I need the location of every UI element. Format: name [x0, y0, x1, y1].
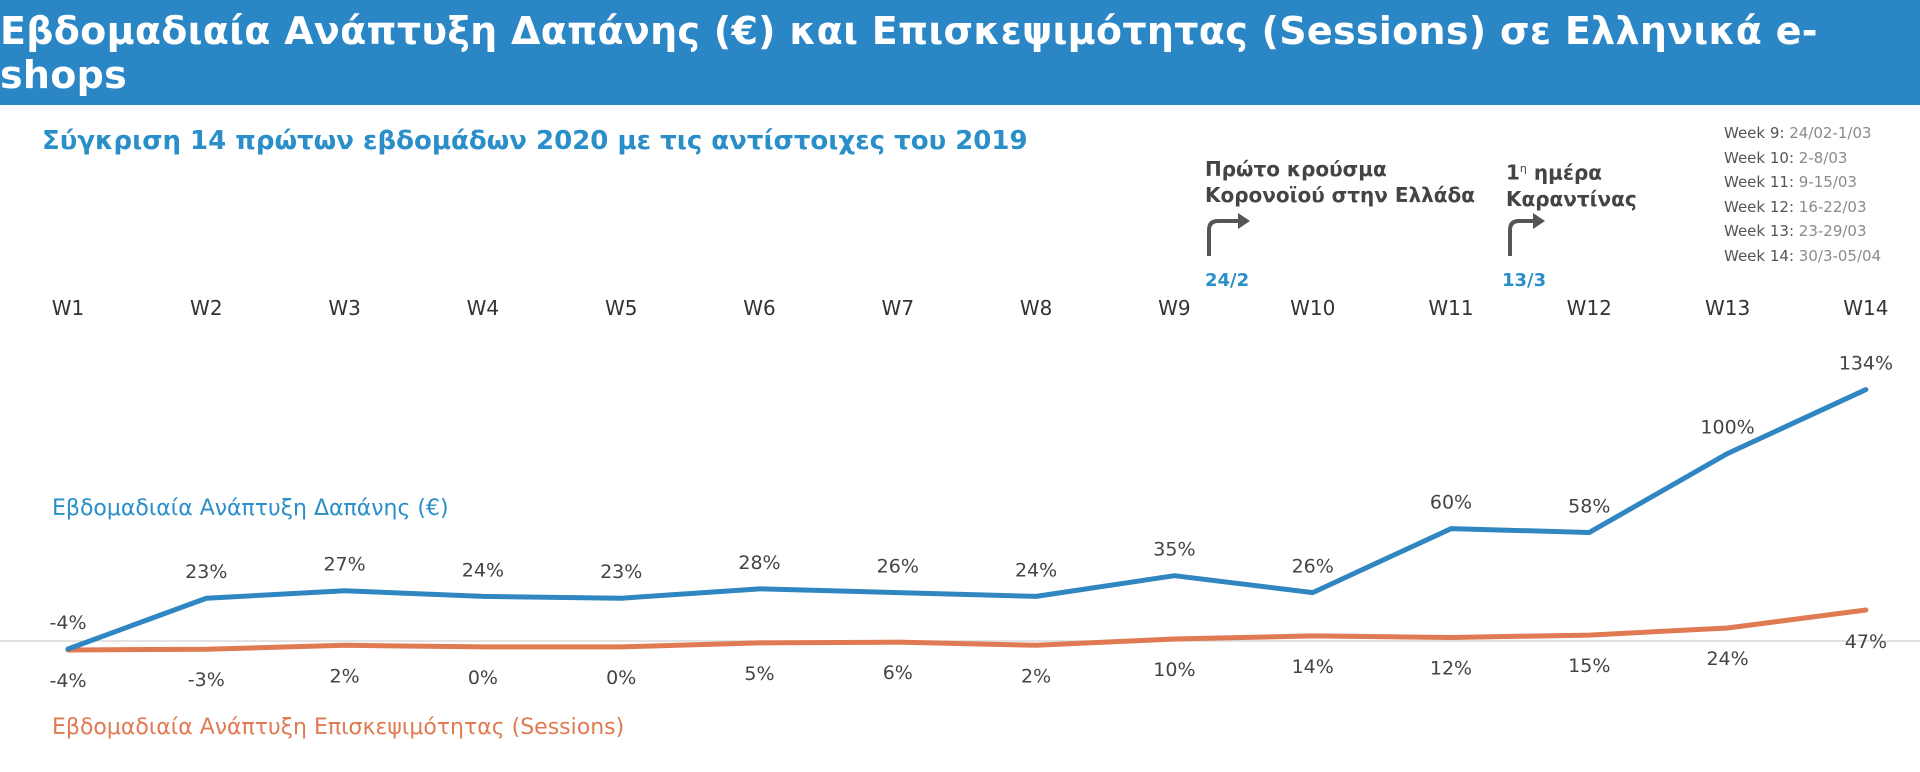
- data-label-sessions: 0%: [468, 667, 498, 689]
- x-tick-label: W11: [1428, 296, 1473, 320]
- event-first-case-date: 24/2: [1205, 270, 1250, 291]
- data-label-sessions: 5%: [744, 663, 774, 685]
- event-first-case: Πρώτο κρούσμα Κορονοϊού στην Ελλάδα: [1205, 156, 1475, 208]
- data-label-spend: 26%: [877, 556, 919, 578]
- data-label-sessions: -4%: [50, 670, 87, 692]
- chart-subtitle: Σύγκριση 14 πρώτων εβδομάδων 2020 με τις…: [42, 126, 1028, 156]
- data-label-spend: 27%: [323, 554, 365, 576]
- week-legend-item: Week 13: 23-29/03: [1724, 222, 1867, 240]
- event-first-case-line2: Κορονοϊού στην Ελλάδα: [1205, 183, 1476, 207]
- data-label-sessions: 2%: [330, 665, 360, 687]
- x-tick-label: W10: [1290, 296, 1335, 320]
- data-label-spend: 24%: [1015, 559, 1057, 581]
- x-tick-label: W13: [1705, 296, 1750, 320]
- x-tick-label: W7: [882, 296, 915, 320]
- data-label-sessions: -3%: [188, 669, 225, 691]
- event-marker-quarantine: [1508, 213, 1545, 256]
- event-quarantine-date: 13/3: [1502, 270, 1547, 291]
- week-legend-item: Week 12: 16-22/03: [1724, 197, 1867, 216]
- event-first-case-line1: Πρώτο κρούσμα: [1205, 157, 1387, 181]
- data-label-spend: 26%: [1292, 556, 1334, 578]
- series-line-spend: [65, 387, 1869, 652]
- event-quarantine-line2: Καραντίνας: [1506, 186, 1637, 211]
- turn-up-right-arrow-icon: [1508, 219, 1535, 256]
- event-quarantine-line1: 1η ημέρα: [1506, 160, 1603, 185]
- arrowhead-icon: [1238, 213, 1250, 229]
- x-tick-label: W9: [1158, 296, 1191, 320]
- data-label-sessions: 15%: [1568, 655, 1610, 677]
- series-label-spend: Εβδομαδιαία Ανάπτυξη Δαπάνης (€): [52, 496, 449, 521]
- data-label-sessions: 6%: [883, 662, 913, 684]
- data-label-spend: -4%: [50, 612, 87, 634]
- data-label-spend: 100%: [1700, 416, 1754, 438]
- week-legend-item: Week 11: 9-15/03: [1724, 173, 1857, 191]
- week-legend: Week 9: 24/02-1/03 Week 10: 2-8/03 Week …: [1724, 121, 1881, 268]
- x-tick-label: W8: [1020, 296, 1053, 320]
- data-label-sessions: 14%: [1292, 656, 1334, 678]
- data-label-spend: 23%: [600, 561, 642, 583]
- week-legend-item: Week 14: 30/3-05/04: [1724, 246, 1882, 265]
- data-label-spend: 60%: [1430, 492, 1472, 514]
- data-label-sessions: 10%: [1153, 659, 1195, 681]
- data-label-sessions: 24%: [1706, 648, 1748, 670]
- week-legend-item: Week 9: 24/02-1/03: [1724, 124, 1872, 142]
- data-label-sessions: 2%: [1021, 665, 1051, 687]
- data-label-sessions: 12%: [1430, 657, 1472, 679]
- data-label-spend: 24%: [462, 559, 504, 581]
- turn-up-right-arrow-icon: [1207, 219, 1240, 256]
- data-label-spend: 134%: [1839, 353, 1893, 375]
- data-label-spend: 23%: [185, 561, 227, 583]
- x-tick-label: W1: [52, 296, 85, 320]
- x-tick-label: W6: [743, 296, 776, 320]
- data-label-spend: 58%: [1568, 495, 1610, 517]
- x-tick-label: W3: [328, 296, 361, 320]
- page-title: Εβδομαδιαία Ανάπτυξη Δαπάνης (€) και Επι…: [0, 8, 1818, 97]
- event-quarantine: 1η ημέρα Καραντίνας: [1506, 156, 1637, 212]
- series-line-sessions: [65, 607, 1869, 653]
- x-tick-label: W5: [605, 296, 638, 320]
- series-label-sessions: Εβδομαδιαία Ανάπτυξη Επισκεψιμότητας (Se…: [52, 715, 625, 740]
- event-marker-first-case: [1207, 213, 1250, 256]
- header-bar: Εβδομαδιαία Ανάπτυξη Δαπάνης (€) και Επι…: [0, 0, 1920, 105]
- x-tick-label: W14: [1843, 296, 1888, 320]
- x-tick-label: W4: [467, 296, 500, 320]
- week-legend-item: Week 10: 2-8/03: [1724, 148, 1848, 167]
- arrowhead-icon: [1533, 213, 1545, 229]
- x-tick-label: W2: [190, 296, 223, 320]
- data-label-sessions: 47%: [1845, 631, 1887, 653]
- data-label-spend: 35%: [1153, 539, 1195, 561]
- x-tick-label: W12: [1567, 296, 1612, 320]
- data-label-spend: 28%: [738, 552, 780, 574]
- data-label-sessions: 0%: [606, 667, 636, 689]
